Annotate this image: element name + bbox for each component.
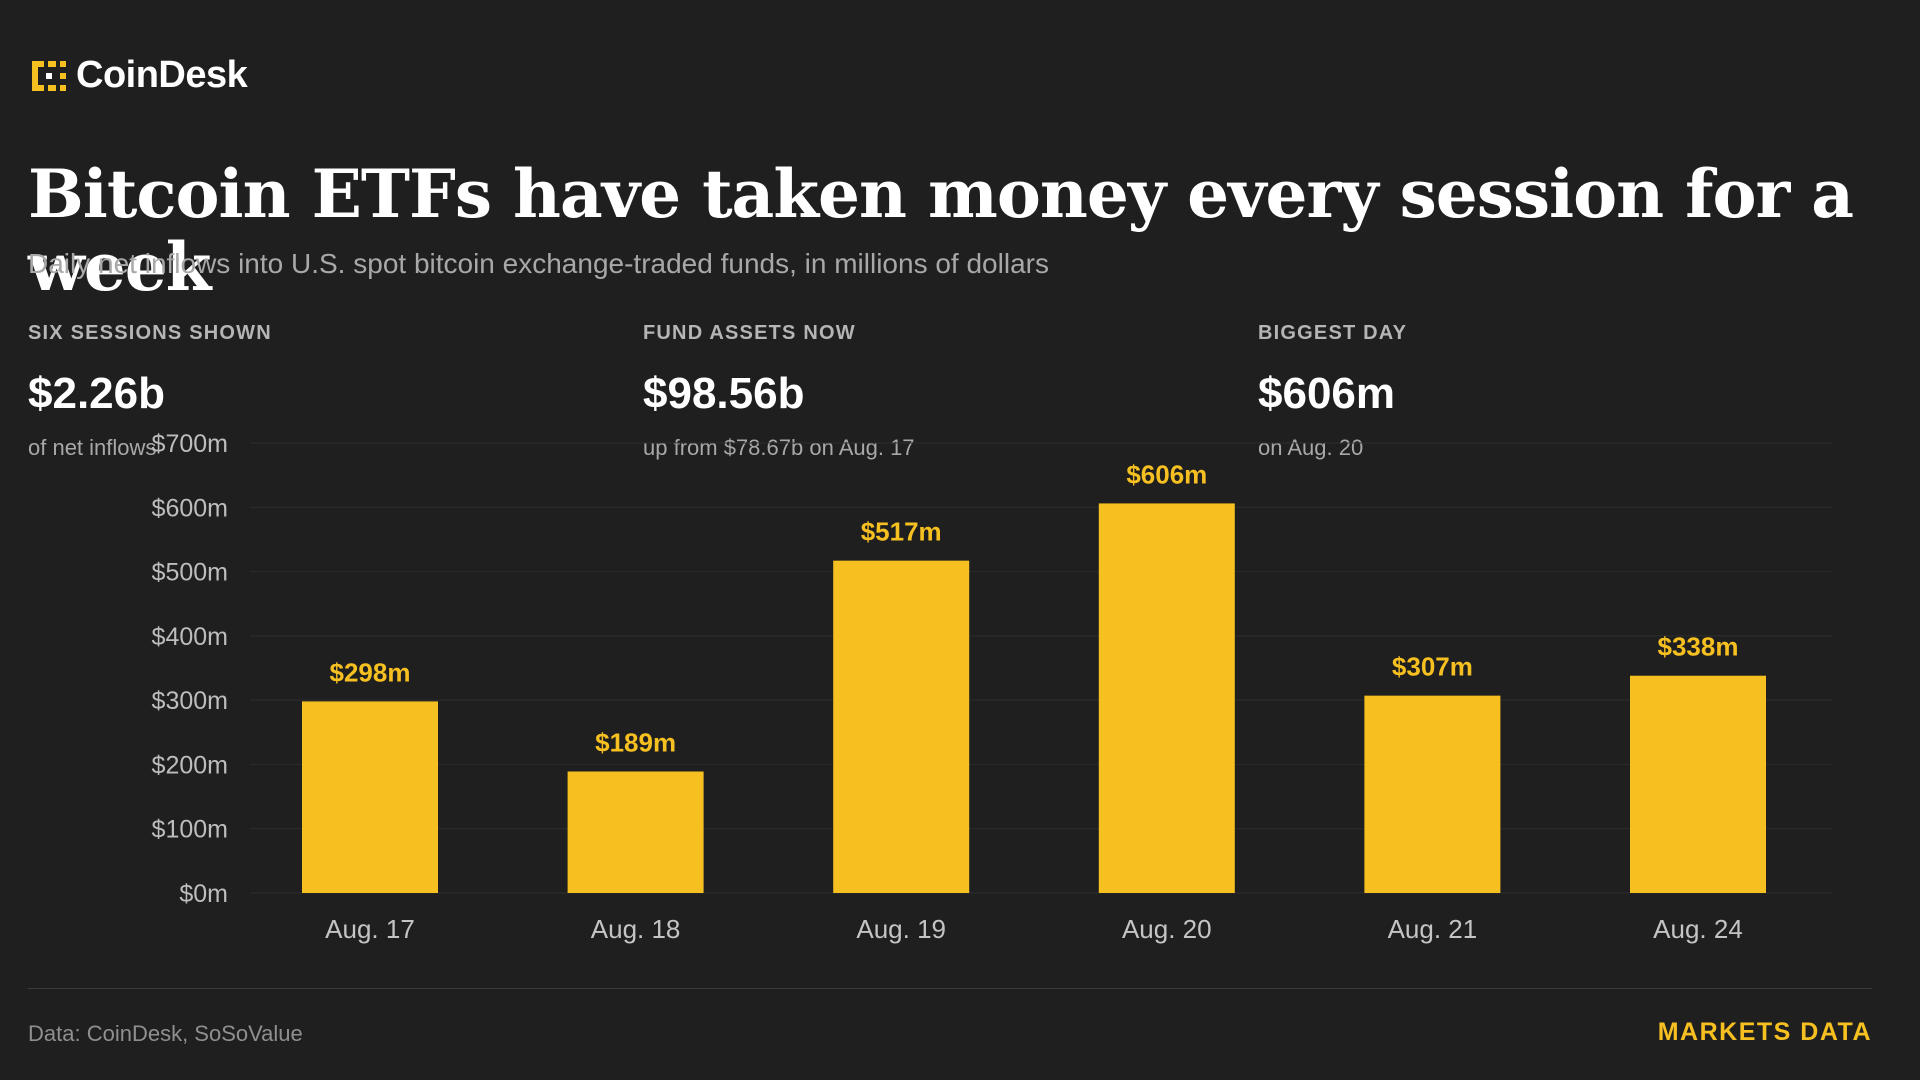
x-tick-label: Aug. 20: [1122, 914, 1212, 944]
stat-biggest-day: BIGGEST DAY $606m on Aug. 20: [1258, 322, 1818, 461]
data-label: $298m: [330, 657, 411, 687]
data-label: $606m: [1126, 459, 1207, 489]
x-tick-label: Aug. 18: [591, 914, 681, 944]
stat-value: $606m: [1258, 369, 1396, 418]
bar: [567, 771, 704, 893]
bar: [833, 560, 970, 893]
stat-label: BIGGEST DAY: [1258, 322, 1408, 344]
section-tag: MARKETS DATA: [1657, 1018, 1872, 1046]
stat-value: $2.26b: [28, 369, 165, 418]
data-label: $338m: [1658, 632, 1739, 662]
x-tick-label: Aug. 19: [856, 914, 946, 944]
y-tick-label: $200m: [152, 751, 228, 779]
y-tick-label: $600m: [152, 494, 228, 522]
footer-divider: [28, 988, 1872, 989]
bar: [1364, 695, 1501, 893]
headline: Bitcoin ETFs have taken money every sess…: [28, 155, 1854, 306]
coindesk-logo: CoinDesk: [28, 54, 248, 97]
bar: [302, 701, 438, 893]
data-source: Data: CoinDesk, SoSoValue: [28, 1021, 303, 1046]
y-tick-label: $300m: [152, 687, 228, 715]
stat-fund-assets: FUND ASSETS NOW $98.56b up from $78.67b …: [643, 322, 1203, 461]
y-tick-label: $0m: [179, 880, 228, 908]
bar: [1098, 503, 1235, 893]
stat-six-sessions: SIX SESSIONS SHOWN $2.26b of net inflows: [28, 322, 588, 461]
brand-name: CoinDesk: [76, 54, 248, 96]
stat-note: up from $78.67b on Aug. 17: [643, 435, 915, 460]
y-tick-label: $400m: [152, 623, 228, 651]
x-tick-label: Aug. 21: [1388, 914, 1478, 944]
y-tick-label: $100m: [152, 816, 228, 844]
subhead: Daily net inflows into U.S. spot bitcoin…: [28, 248, 1049, 279]
coindesk-logo-icon: [32, 60, 66, 91]
y-tick-label: $700m: [152, 430, 228, 458]
stat-note: on Aug. 20: [1258, 435, 1364, 460]
stat-value: $98.56b: [643, 369, 805, 418]
stat-note: of net inflows: [28, 435, 157, 460]
data-label: $189m: [595, 728, 676, 758]
data-label: $517m: [861, 517, 942, 547]
y-tick-label: $500m: [152, 559, 228, 587]
x-tick-label: Aug. 17: [325, 914, 415, 944]
data-label: $307m: [1392, 652, 1473, 682]
stat-label: SIX SESSIONS SHOWN: [28, 322, 272, 344]
stat-label: FUND ASSETS NOW: [643, 322, 856, 344]
bar: [1630, 675, 1766, 893]
x-tick-label: Aug. 24: [1653, 914, 1743, 944]
